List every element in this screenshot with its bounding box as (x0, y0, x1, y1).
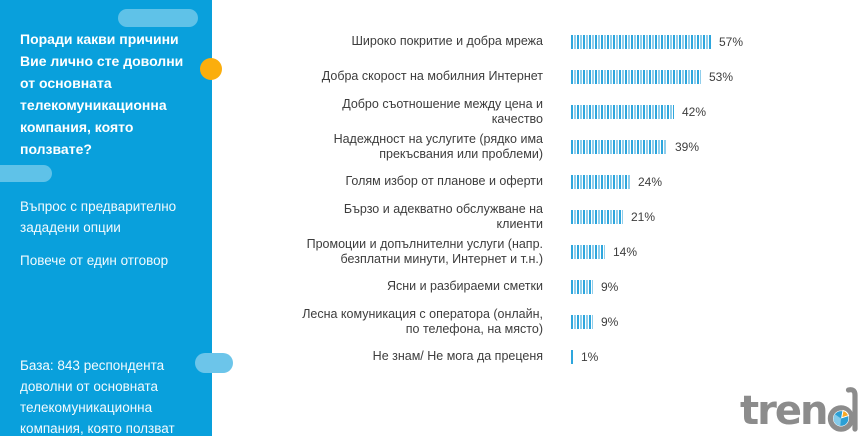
value-label: 53% (709, 69, 734, 84)
bar-zone: 53% (571, 69, 734, 84)
value-label: 21% (631, 209, 656, 224)
bar-zone: 21% (571, 209, 656, 224)
bar-zone: 9% (571, 314, 619, 329)
sidebar-pill-top-decor (118, 9, 198, 27)
bar (571, 34, 711, 49)
bar (571, 104, 674, 119)
trend-logo: tren (740, 386, 861, 434)
chart-row: Ясни и разбираеми сметки 9% (295, 269, 840, 304)
bar (571, 174, 630, 189)
bar-zone: 24% (571, 174, 663, 189)
chart-row: Лесна комуникация с оператора (онлайн, п… (295, 304, 840, 339)
bar-zone: 57% (571, 34, 744, 49)
bar-zone: 42% (571, 104, 707, 119)
value-label: 39% (675, 139, 700, 154)
question-title: Поради какви причини Вие лично сте довол… (20, 31, 184, 157)
question-type-note: Въпрос с предварително зададени опции (20, 199, 177, 235)
category-label: Голям избор от планове и оферти (345, 174, 543, 188)
bar (571, 244, 605, 259)
multiple-answers-note: Повече от един отговор (20, 253, 169, 268)
chart-row: Промоции и допълнителни услуги (напр. бе… (295, 234, 840, 269)
chart-row: Бързо и адекватно обслужване на клиенти 2… (295, 199, 840, 234)
chart-row: Надеждност на услугите (рядко има прекъс… (295, 129, 840, 164)
chart-row: Добра скорост на мобилния Интернет 53% (295, 59, 840, 94)
category-label: Лесна комуникация с оператора (онлайн, п… (302, 306, 543, 336)
bar-zone: 9% (571, 279, 619, 294)
category-label: Надеждност на услугите (рядко има прекъс… (333, 131, 543, 161)
value-label: 14% (613, 244, 638, 259)
category-label: Промоции и допълнителни услуги (напр. бе… (306, 236, 543, 266)
category-label: Широко покритие и добра мрежа (351, 34, 543, 48)
bar (571, 69, 701, 84)
sidebar-pill-left-decor (0, 165, 52, 182)
bar-zone: 1% (571, 349, 599, 364)
value-label: 9% (601, 314, 619, 329)
sidebar: Поради какви причини Вие лично сте довол… (0, 0, 212, 436)
value-label: 42% (682, 104, 707, 119)
bar-zone: 14% (571, 244, 638, 259)
chart-row: Широко покритие и добра мрежа 57% (295, 24, 840, 59)
value-label: 24% (638, 174, 663, 189)
value-label: 57% (719, 34, 744, 49)
bar (571, 349, 573, 364)
bar-zone: 39% (571, 139, 700, 154)
category-label: Ясни и разбираеми сметки (386, 279, 543, 293)
logo-wordmark: tren (740, 388, 828, 434)
category-label: Бързо и адекватно обслужване на клиенти (343, 201, 543, 231)
bar-chart: Широко покритие и добра мрежа 57% Добра ск… (295, 24, 840, 374)
chart-row: Не знам/ Не мога да преценя 1% (295, 339, 840, 374)
chart-row: Добро съотношение между цена и качество 4… (295, 94, 840, 129)
category-label: Добро съотношение между цена и качество (342, 96, 543, 126)
category-label: Не знам/ Не мога да преценя (372, 349, 543, 363)
bar (571, 139, 667, 154)
value-label: 9% (601, 279, 619, 294)
chart-row: Голям избор от планове и оферти 24% (295, 164, 840, 199)
bar (571, 314, 593, 329)
logo-d-pie-icon (828, 387, 859, 432)
value-label: 1% (581, 349, 599, 364)
sample-base-note: База: 843 респондента доволни от основна… (20, 358, 175, 436)
orange-dot-decor (200, 58, 222, 80)
category-label: Добра скорост на мобилния Интернет (321, 69, 543, 83)
sidebar-pill-right-decor (195, 353, 233, 373)
bar (571, 209, 623, 224)
bar (571, 279, 593, 294)
